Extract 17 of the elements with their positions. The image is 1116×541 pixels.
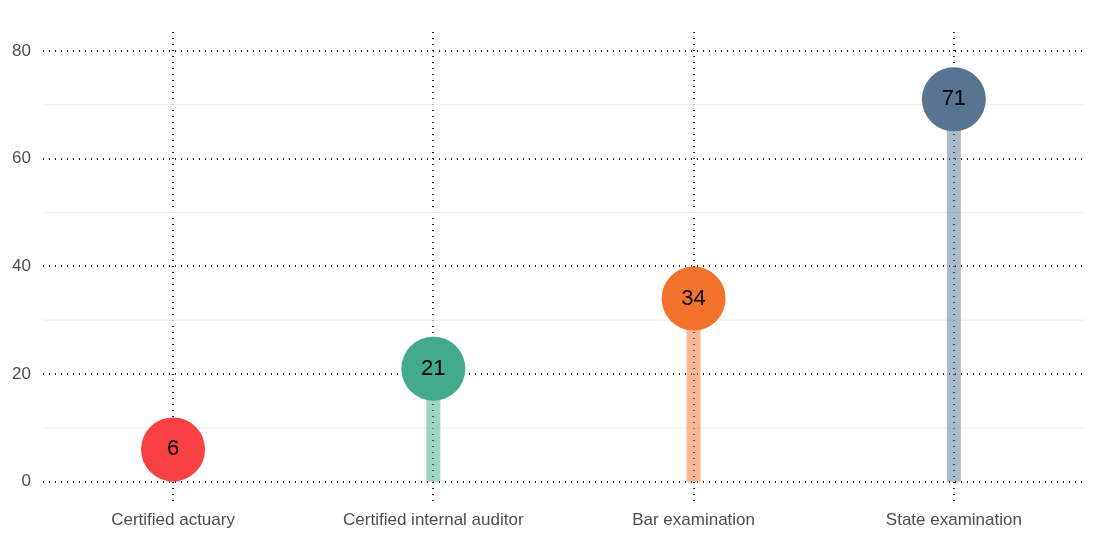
y-tick-label: 80	[11, 40, 31, 60]
x-tick-label: Certified actuary	[111, 510, 236, 530]
x-tick-label: State examination	[885, 510, 1022, 530]
y-tick-label: 20	[11, 363, 31, 383]
x-tick-label: Bar examination	[632, 510, 756, 530]
data-label: 6	[166, 435, 180, 461]
point	[401, 336, 466, 401]
y-tick-label: 60	[11, 148, 31, 168]
point	[661, 266, 726, 331]
y-tick-label: 40	[11, 255, 31, 275]
point	[141, 417, 206, 482]
y-tick-label: 0	[21, 471, 31, 491]
point	[921, 67, 986, 132]
data-label: 21	[421, 354, 446, 380]
x-tick-label: Certified internal auditor	[343, 510, 524, 530]
data-label: 34	[681, 284, 706, 310]
data-label: 71	[941, 85, 967, 111]
